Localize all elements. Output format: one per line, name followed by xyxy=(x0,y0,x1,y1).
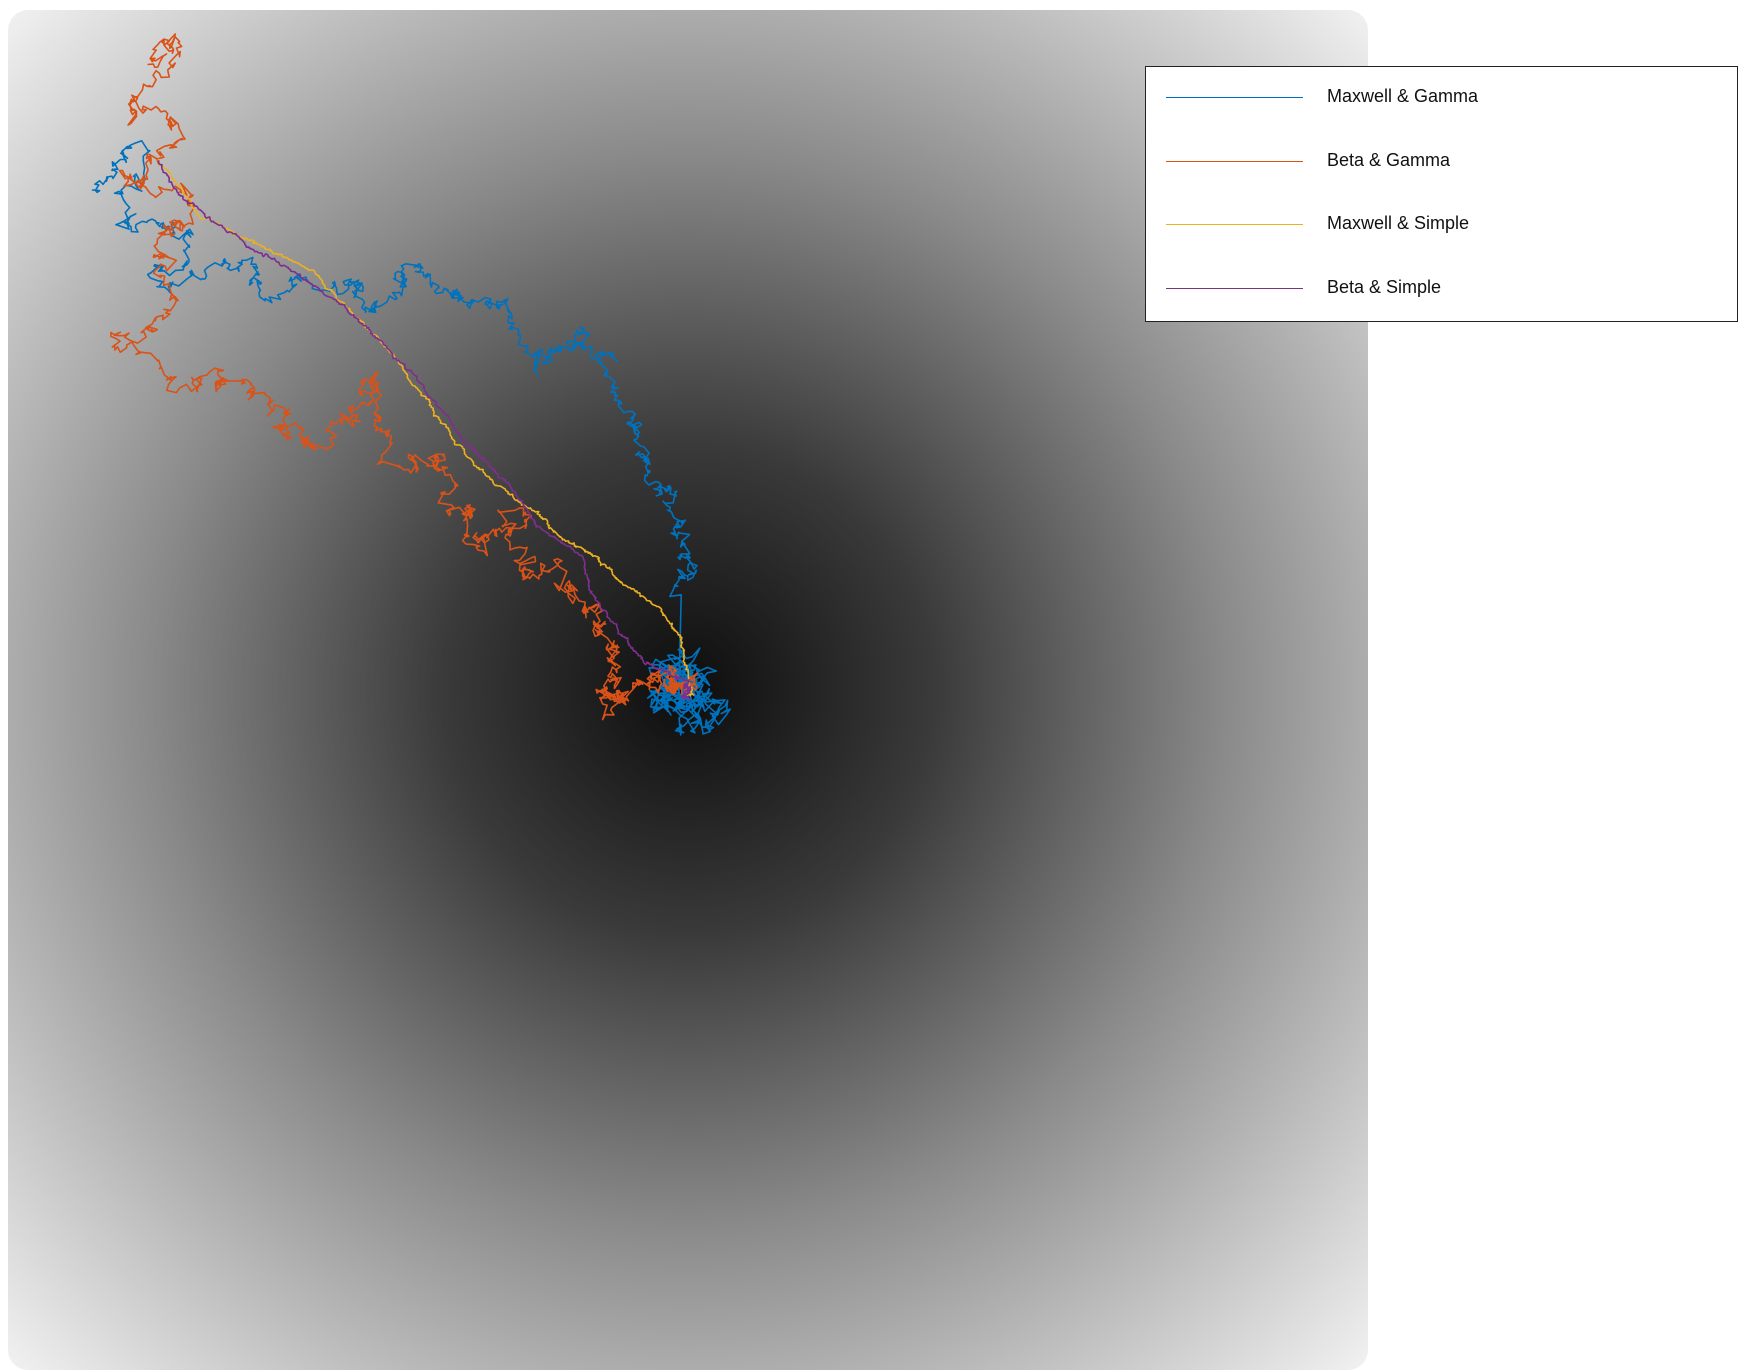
series-beta-simple xyxy=(157,160,692,701)
series-line xyxy=(157,160,692,701)
series-maxwell-gamma xyxy=(91,140,731,736)
legend-label: Beta & Simple xyxy=(1327,277,1442,297)
legend-item: Beta & Simple xyxy=(1166,274,1726,304)
legend: Maxwell & Gamma Beta & Gamma Maxwell & S… xyxy=(1145,66,1738,322)
series-line xyxy=(157,158,695,697)
legend-swatch xyxy=(1166,224,1303,225)
legend-swatch xyxy=(1166,288,1303,289)
legend-label: Maxwell & Simple xyxy=(1327,213,1470,233)
legend-item: Maxwell & Gamma xyxy=(1166,83,1726,113)
legend-item: Maxwell & Simple xyxy=(1166,210,1726,240)
series-line xyxy=(91,140,731,736)
series-layer xyxy=(91,33,731,736)
legend-item: Beta & Gamma xyxy=(1166,147,1726,177)
legend-swatch xyxy=(1166,161,1303,162)
series-line xyxy=(110,33,699,721)
legend-swatch xyxy=(1166,97,1303,98)
legend-label: Beta & Gamma xyxy=(1327,150,1451,170)
legend-label: Maxwell & Gamma xyxy=(1327,86,1479,106)
series-beta-gamma xyxy=(110,33,699,721)
series-maxwell-simple xyxy=(157,158,695,697)
